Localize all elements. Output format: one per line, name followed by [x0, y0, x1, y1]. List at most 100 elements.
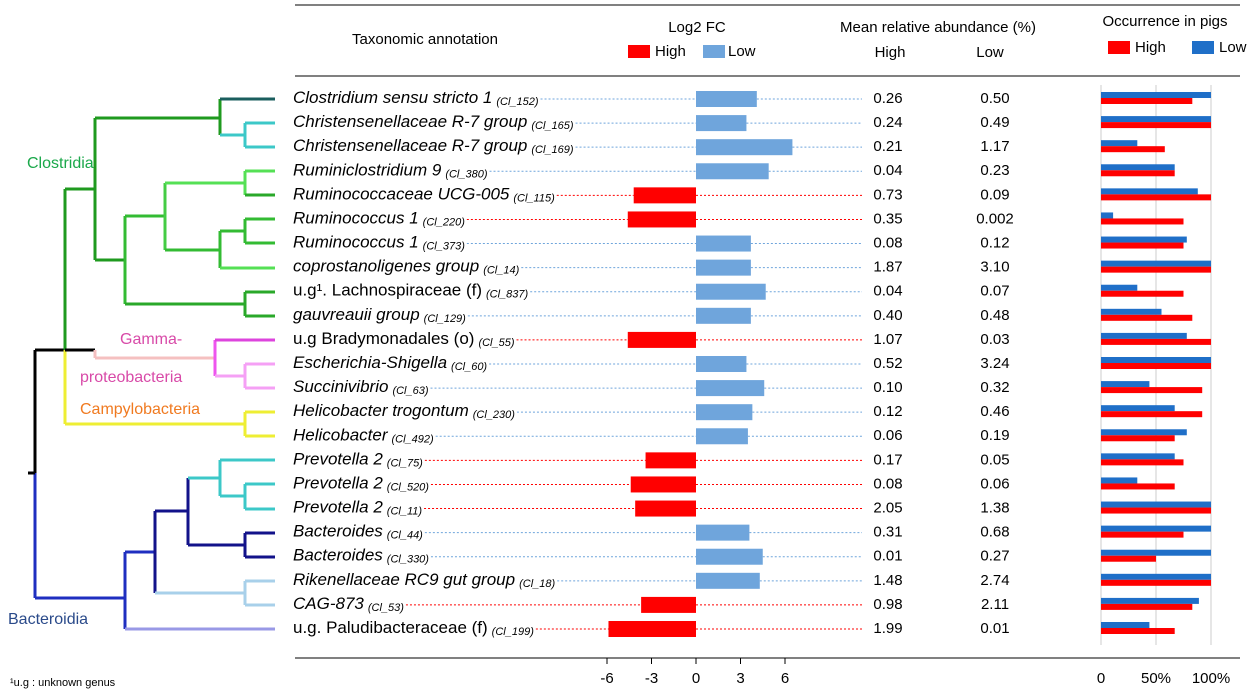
- taxon-name: CAG-873 (Cl_53): [293, 594, 404, 613]
- log2fc-bar: [696, 572, 760, 589]
- taxon: Bacteroides: [293, 522, 383, 541]
- cluster-id: (Cl_380): [445, 168, 488, 180]
- occurrence-high-bar: [1101, 363, 1211, 369]
- footnote: ¹u.g : unknown genus: [10, 677, 116, 689]
- header: Log2 FC: [668, 19, 726, 36]
- abundance-high: 0.08: [873, 475, 902, 492]
- occurrence-high-bar: [1101, 507, 1211, 514]
- abundance-low: 0.50: [980, 90, 1009, 107]
- x-tick-label: 6: [781, 670, 789, 687]
- legend-swatch: [1108, 41, 1130, 54]
- abundance-low: 0.27: [980, 548, 1009, 565]
- cluster-id: (Cl_115): [513, 192, 555, 204]
- log2fc-bar: [627, 211, 696, 228]
- x-tick-label: 50%: [1141, 670, 1171, 687]
- occurrence-high-bar: [1101, 603, 1193, 610]
- occurrence-low-bar: [1101, 573, 1211, 580]
- occurrence-high-bar: [1101, 266, 1211, 273]
- cluster-id: (Cl_11): [387, 505, 423, 517]
- cluster-id: (Cl_18): [519, 578, 555, 590]
- taxon-name: Helicobacter trogontum (Cl_230): [293, 402, 515, 421]
- cluster-id: (Cl_837): [486, 289, 529, 301]
- log2fc-bar: [696, 307, 751, 324]
- occurrence-high-bar: [1101, 555, 1156, 562]
- occurrence-high-bar: [1101, 146, 1165, 153]
- abundance-low: 0.07: [980, 283, 1009, 300]
- taxon-name: u.g. Paludibacteraceae (f) (Cl_199): [293, 618, 534, 637]
- cluster-id: (Cl_63): [392, 385, 428, 397]
- abundance-high: 0.06: [873, 427, 902, 444]
- occurrence-high-bar: [1101, 242, 1184, 249]
- taxon: gauvreauii group: [293, 305, 420, 324]
- log2fc-bar: [696, 524, 750, 541]
- taxon: u.g¹. Lachnospiraceae (f): [293, 281, 482, 300]
- taxon-name: Ruminococcus 1 (Cl_373): [293, 233, 465, 252]
- abundance-high: 2.05: [873, 500, 902, 517]
- log2fc-bar: [633, 187, 696, 204]
- taxon: Helicobacter: [293, 426, 389, 445]
- occurrence-low-bar: [1101, 236, 1187, 243]
- taxon-name: gauvreauii group (Cl_129): [293, 305, 466, 324]
- taxon: u.g. Paludibacteraceae (f): [293, 618, 488, 637]
- clade-label: proteobacteria: [80, 369, 182, 386]
- log2fc-bar: [627, 331, 696, 348]
- occurrence-low-bar: [1101, 284, 1138, 291]
- cluster-id: (Cl_44): [387, 530, 423, 542]
- occurrence-low-bar: [1101, 525, 1211, 532]
- abundance-high: 0.17: [873, 451, 902, 468]
- occurrence-high-bar: [1101, 531, 1184, 538]
- abundance-high: 0.98: [873, 596, 902, 613]
- occurrence-low-bar: [1101, 188, 1198, 195]
- occurrence-low-bar: [1101, 308, 1162, 315]
- taxon: Bacteroides: [293, 546, 383, 565]
- log2fc-bar: [696, 259, 751, 276]
- clade-label: Campylobacteria: [80, 401, 200, 418]
- abundance-high: 1.48: [873, 572, 902, 589]
- abundance-low: 0.68: [980, 524, 1009, 541]
- abundance-low: 0.002: [976, 210, 1014, 227]
- taxon-name: Christensenellaceae R-7 group (Cl_169): [293, 137, 574, 156]
- taxon-name: Succinivibrio (Cl_63): [293, 378, 429, 397]
- abundance-low: 2.74: [980, 572, 1009, 589]
- occurrence-low-bar: [1101, 622, 1150, 628]
- occurrence-low-bar: [1101, 453, 1175, 460]
- occurrence-low-bar: [1101, 501, 1211, 508]
- abundance-high: 0.04: [873, 283, 902, 300]
- occurrence-high-bar: [1101, 314, 1193, 321]
- log2fc-bar: [641, 596, 696, 613]
- log2fc-bar: [696, 548, 763, 565]
- taxon: Ruminococcaceae UCG-005: [293, 185, 510, 204]
- abundance-low: 3.24: [980, 355, 1009, 372]
- taxon: Helicobacter trogontum: [293, 402, 469, 421]
- cluster-id: (Cl_199): [492, 626, 535, 638]
- header: Taxonomic annotation: [352, 31, 498, 48]
- log2fc-bar: [696, 163, 769, 180]
- taxon-name: Bacteroides (Cl_44): [293, 522, 423, 541]
- occurrence-low-bar: [1101, 164, 1175, 171]
- log2fc-bar: [696, 356, 747, 372]
- abundance-high: 0.24: [873, 114, 902, 131]
- taxon: Clostridium sensu stricto 1: [293, 88, 492, 107]
- abundance-high: 0.31: [873, 524, 902, 541]
- occurrence-high-bar: [1101, 338, 1211, 345]
- abundance-low: 0.46: [980, 403, 1009, 420]
- cluster-id: (Cl_330): [387, 554, 430, 566]
- occurrence-low-bar: [1101, 549, 1211, 556]
- cluster-id: (Cl_129): [424, 313, 467, 325]
- taxon: coprostanoligenes group: [293, 257, 479, 276]
- taxon: Ruminococcus 1: [293, 209, 419, 228]
- taxon: Christensenellaceae R-7 group: [293, 137, 527, 156]
- occurrence-low-bar: [1101, 405, 1175, 412]
- taxon-name: Rikenellaceae RC9 gut group (Cl_18): [293, 570, 555, 589]
- cluster-id: (Cl_373): [423, 240, 466, 252]
- taxon: CAG-873: [293, 594, 364, 613]
- abundance-high: 0.73: [873, 186, 902, 203]
- taxon: Rikenellaceae RC9 gut group: [293, 570, 515, 589]
- abundance-high: 0.12: [873, 403, 902, 420]
- header: Mean relative abundance (%): [840, 19, 1036, 36]
- abundance-high: 1.87: [873, 259, 902, 276]
- occurrence-high-bar: [1101, 122, 1211, 129]
- abundance-high: 1.99: [873, 620, 902, 637]
- occurrence-low-bar: [1101, 212, 1114, 219]
- abundance-high: 1.07: [873, 331, 902, 348]
